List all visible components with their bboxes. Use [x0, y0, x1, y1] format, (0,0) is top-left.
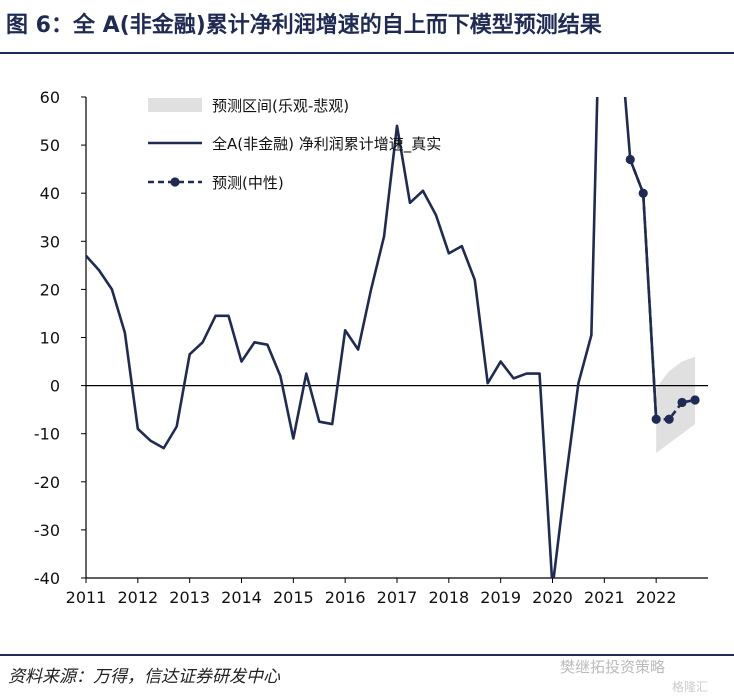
x-tick-label: 2019 — [480, 588, 521, 607]
watermark-text: 樊继拓投资策略 — [560, 658, 666, 676]
watermark-logo: 格隆汇 — [672, 680, 709, 694]
x-tick-label: 2017 — [377, 588, 418, 607]
y-tick-label: 40 — [40, 184, 60, 203]
forecast-point — [625, 154, 635, 165]
y-tick-label: -30 — [34, 521, 60, 540]
y-tick-label: -10 — [34, 425, 60, 444]
series-forecast-line — [629, 159, 696, 421]
source-note: 资料来源：万得，信达证券研发中心 — [8, 667, 280, 687]
y-tick-label: 10 — [40, 329, 60, 348]
x-tick-label: 2016 — [325, 588, 366, 607]
legend-label-band: 预测区间(乐观-悲观) — [212, 97, 349, 115]
y-tick-label: 60 — [40, 88, 60, 107]
chart: 60 50 40 30 20 10 0 -10 -20 -30 -40 2011 2012 2013 201… — [34, 88, 708, 607]
y-tick-label: 0 — [50, 377, 60, 396]
series-actual-line — [85, 97, 658, 578]
x-tick-label: 2014 — [221, 588, 262, 607]
y-tick-label: -20 — [34, 473, 60, 492]
forecast-point — [677, 397, 687, 408]
forecast-band — [656, 356, 696, 453]
legend-label-forecast: 预测(中性) — [212, 174, 284, 192]
x-tick-label: 2022 — [636, 588, 677, 607]
footer-divider — [0, 654, 734, 656]
forecast-point — [651, 414, 661, 424]
forecast-point — [638, 188, 648, 198]
x-tick-label: 2012 — [117, 588, 158, 607]
forecast-point — [690, 395, 700, 405]
y-tick-label: 20 — [40, 280, 60, 299]
legend-label-actual: 全A(非金融) 净利润累计增速_真实 — [212, 135, 441, 154]
y-tick-label: -40 — [34, 569, 60, 588]
x-tick-label: 2011 — [66, 588, 107, 607]
x-tick-label: 2015 — [273, 588, 314, 607]
y-tick-label: 30 — [40, 232, 60, 251]
y-tick-label: 50 — [40, 136, 60, 155]
x-tick-label: 2020 — [532, 588, 573, 607]
legend-band-swatch — [148, 98, 202, 112]
x-tick-label: 2018 — [428, 588, 469, 607]
forecast-point — [664, 414, 674, 424]
legend-dot — [170, 177, 180, 187]
x-tick-label: 2021 — [584, 588, 625, 607]
title-divider — [0, 52, 734, 54]
x-tick-label: 2013 — [169, 588, 210, 607]
figure-title: 图 6：全 A(非金融)累计净利润增速的自上而下模型预测结果 — [6, 13, 602, 38]
